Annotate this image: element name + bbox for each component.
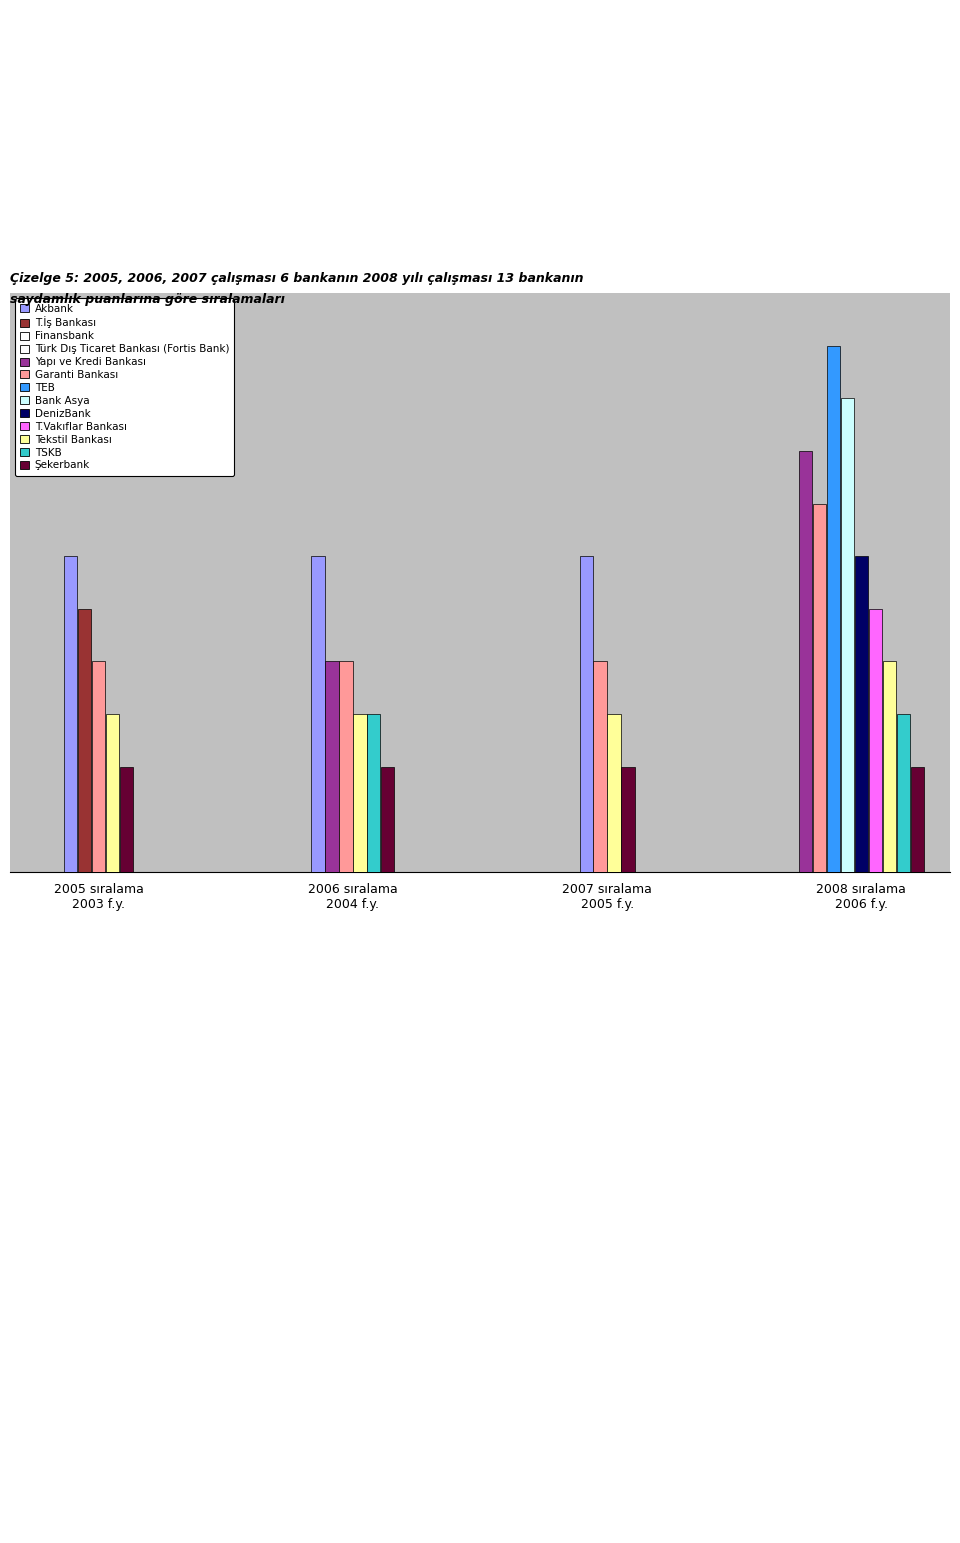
Bar — [608, 714, 621, 872]
Bar — [325, 662, 339, 872]
Bar — [64, 555, 77, 872]
Legend: Akbank, T.İş Bankası, Finansbank, Türk Dış Ticaret Bankası (Fortis Bank), Yapı v: Akbank, T.İş Bankası, Finansbank, Türk D… — [14, 298, 234, 475]
Bar — [883, 662, 896, 872]
Bar — [911, 767, 924, 872]
Bar — [92, 662, 106, 872]
Bar — [353, 714, 367, 872]
Bar — [854, 555, 868, 872]
Bar — [869, 609, 882, 872]
Bar — [897, 714, 910, 872]
Bar — [339, 662, 352, 872]
Bar — [621, 767, 635, 872]
Bar — [827, 346, 840, 872]
Bar — [841, 398, 854, 872]
Bar — [799, 451, 812, 872]
Bar — [120, 767, 133, 872]
Bar — [78, 609, 91, 872]
Bar — [311, 555, 324, 872]
Text: saydamlık puanlarına göre sıralamaları: saydamlık puanlarına göre sıralamaları — [10, 293, 284, 306]
Bar — [593, 662, 607, 872]
Text: Çizelge 5: 2005, 2006, 2007 çalışması 6 bankanın 2008 yılı çalışması 13 bankanın: Çizelge 5: 2005, 2006, 2007 çalışması 6 … — [10, 273, 583, 285]
Bar — [106, 714, 119, 872]
Bar — [580, 555, 593, 872]
Bar — [813, 503, 827, 872]
Bar — [367, 714, 380, 872]
Bar — [381, 767, 395, 872]
